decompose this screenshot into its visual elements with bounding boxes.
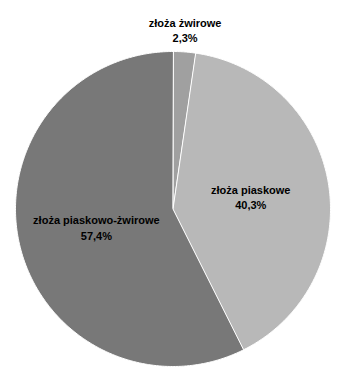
svg-text:złoża piaskowo-żwirowe57,4%: złoża piaskowo-żwirowe57,4% <box>33 214 160 241</box>
svg-text:złoża piaskowe40,3%: złoża piaskowe40,3% <box>211 184 290 211</box>
svg-text:złoża żwirowe2,3%: złoża żwirowe2,3% <box>149 17 222 44</box>
